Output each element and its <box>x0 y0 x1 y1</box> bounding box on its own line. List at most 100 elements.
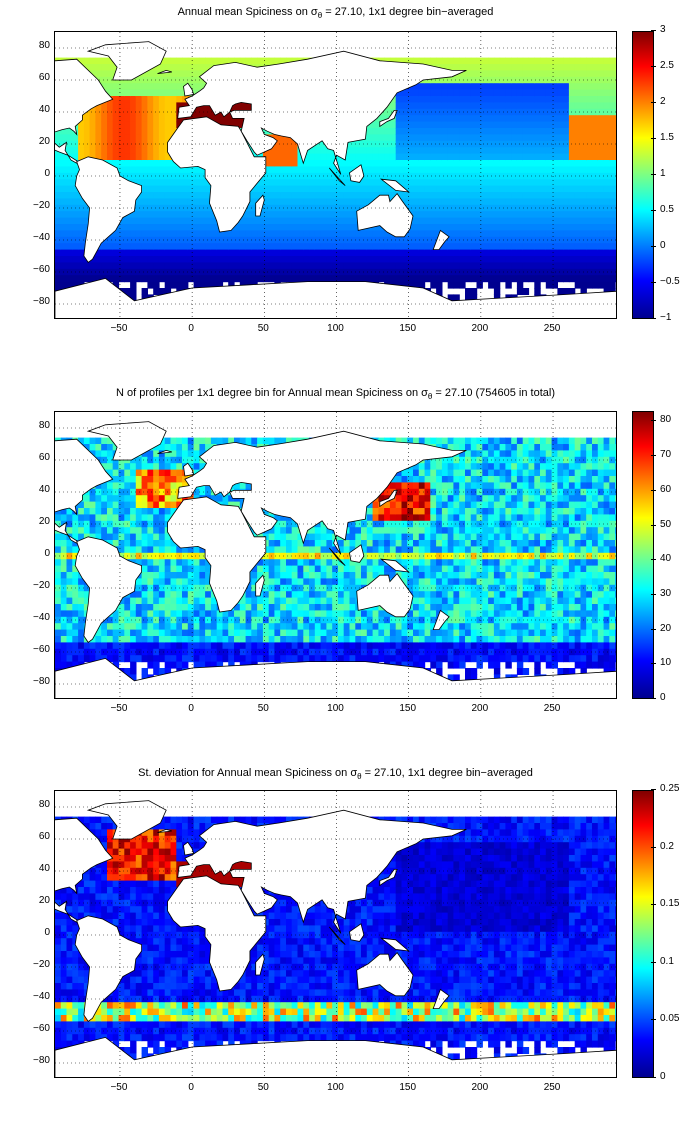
landmass <box>86 41 167 81</box>
latitude-tick-label: 0 <box>44 927 50 938</box>
colorbar-tick-label: 2.5 <box>651 60 674 71</box>
profile-count-colorbar <box>632 411 654 699</box>
colorbar-tick-label: −0.5 <box>651 276 680 287</box>
profile-count-map[interactable] <box>54 411 617 699</box>
latitude-tick-label: −80 <box>33 1055 50 1066</box>
longitude-tick-label: 0 <box>188 1082 194 1093</box>
colorbar-tick-label: 0 <box>651 692 666 703</box>
landmass <box>167 875 267 992</box>
std-deviation-title: St. deviation for Annual mean Spiciness … <box>138 767 533 782</box>
latitude-tick-label: −60 <box>33 1023 50 1034</box>
landmass <box>86 421 167 461</box>
landmass <box>55 277 616 318</box>
longitude-tick-label: 150 <box>399 1082 417 1093</box>
landmass <box>177 430 467 555</box>
landmass <box>55 657 616 698</box>
longitude-tick-label: 0 <box>188 703 194 714</box>
colorbar-tick-label: 0 <box>651 240 666 251</box>
longitude-tick-label: −50 <box>110 703 128 714</box>
latitude-tick-label: 20 <box>38 136 50 147</box>
colorbar-tick-label: 0.15 <box>650 898 680 910</box>
colorbar-tick-label: 0.1 <box>651 955 674 967</box>
landmass <box>157 828 173 833</box>
landmass <box>183 841 195 856</box>
longitude-tick-label: 200 <box>471 703 489 714</box>
landmass <box>255 574 265 597</box>
longitude-tick-label: 150 <box>399 703 417 714</box>
colorbar-tick-label: 10 <box>650 657 672 669</box>
latitude-tick-label: −80 <box>33 676 50 687</box>
latitude-tick-label: 60 <box>38 452 50 463</box>
colorbar-tick-label: 20 <box>650 622 672 634</box>
landmass <box>328 547 346 566</box>
colorbar-tick-label: 80 <box>650 414 672 426</box>
longitude-tick-label: 50 <box>257 703 269 714</box>
latitude-tick-label: 60 <box>38 831 50 842</box>
spiciness-colorbar <box>632 31 654 319</box>
landmass <box>167 116 267 233</box>
longitude-tick-label: −50 <box>110 1082 128 1093</box>
colorbar-tick-label: 30 <box>650 587 672 599</box>
landmass <box>177 50 467 175</box>
colorbar-tick-label: 0.2 <box>651 840 674 852</box>
landmass <box>167 496 267 613</box>
longitude-tick-label: 100 <box>327 1082 344 1093</box>
landmass <box>55 58 114 164</box>
landmass <box>183 462 195 477</box>
longitude-tick-label: 0 <box>188 323 194 334</box>
std-deviation-colorbar <box>632 790 654 1078</box>
latitude-tick-label: −20 <box>33 580 50 591</box>
landmass <box>86 800 167 840</box>
landmass <box>356 192 414 238</box>
latitude-tick-label: −60 <box>33 644 50 655</box>
colorbar-tick-label: 3 <box>651 24 666 35</box>
latitude-tick-label: 80 <box>38 799 50 810</box>
latitude-tick-label: 0 <box>44 548 50 559</box>
std-deviation-map[interactable] <box>54 790 617 1078</box>
latitude-tick-label: 60 <box>38 72 50 83</box>
landmass <box>356 572 414 618</box>
longitude-tick-label: 200 <box>471 1082 489 1093</box>
spiciness-map[interactable] <box>54 31 617 319</box>
longitude-tick-label: 100 <box>327 323 344 334</box>
landmass <box>379 869 398 887</box>
latitude-tick-label: −20 <box>33 959 50 970</box>
landmass <box>55 817 114 923</box>
landmass <box>349 544 365 563</box>
map-canvas <box>55 791 616 1077</box>
longitude-tick-label: 50 <box>257 1082 269 1093</box>
landmass <box>74 536 142 643</box>
colorbar-tick-label: 1.5 <box>651 132 674 143</box>
landmass <box>183 82 195 97</box>
longitude-tick-label: −50 <box>110 323 128 334</box>
colorbar-tick-label: 0 <box>651 1071 666 1082</box>
longitude-tick-label: 100 <box>327 703 344 714</box>
latitude-tick-label: 80 <box>38 420 50 431</box>
latitude-tick-label: 40 <box>38 104 50 115</box>
landmass <box>328 926 346 945</box>
landmass <box>379 110 398 128</box>
latitude-tick-label: −40 <box>33 232 50 243</box>
longitude-tick-label: 150 <box>399 323 417 334</box>
latitude-tick-label: 20 <box>38 895 50 906</box>
longitude-tick-label: 200 <box>471 323 489 334</box>
colorbar-tick-label: 0.05 <box>650 1013 680 1025</box>
landmass <box>255 194 265 217</box>
latitude-tick-label: −20 <box>33 200 50 211</box>
map-canvas <box>55 32 616 318</box>
landmass <box>328 167 346 186</box>
landmass <box>432 609 450 631</box>
landmass <box>74 915 142 1022</box>
colorbar-tick-label: 0.25 <box>650 783 680 794</box>
colorbar-tick-label: 0.5 <box>651 204 674 215</box>
colorbar-tick-label: 2 <box>651 96 666 107</box>
longitude-tick-label: 250 <box>543 323 561 334</box>
latitude-tick-label: −40 <box>33 991 50 1002</box>
latitude-tick-label: 40 <box>38 863 50 874</box>
profile-count-title: N of profiles per 1x1 degree bin for Ann… <box>116 387 555 402</box>
longitude-tick-label: 250 <box>543 703 561 714</box>
colorbar-tick-label: 70 <box>650 449 672 461</box>
map-canvas <box>55 412 616 698</box>
landmass <box>432 988 450 1010</box>
landmass <box>432 229 450 251</box>
